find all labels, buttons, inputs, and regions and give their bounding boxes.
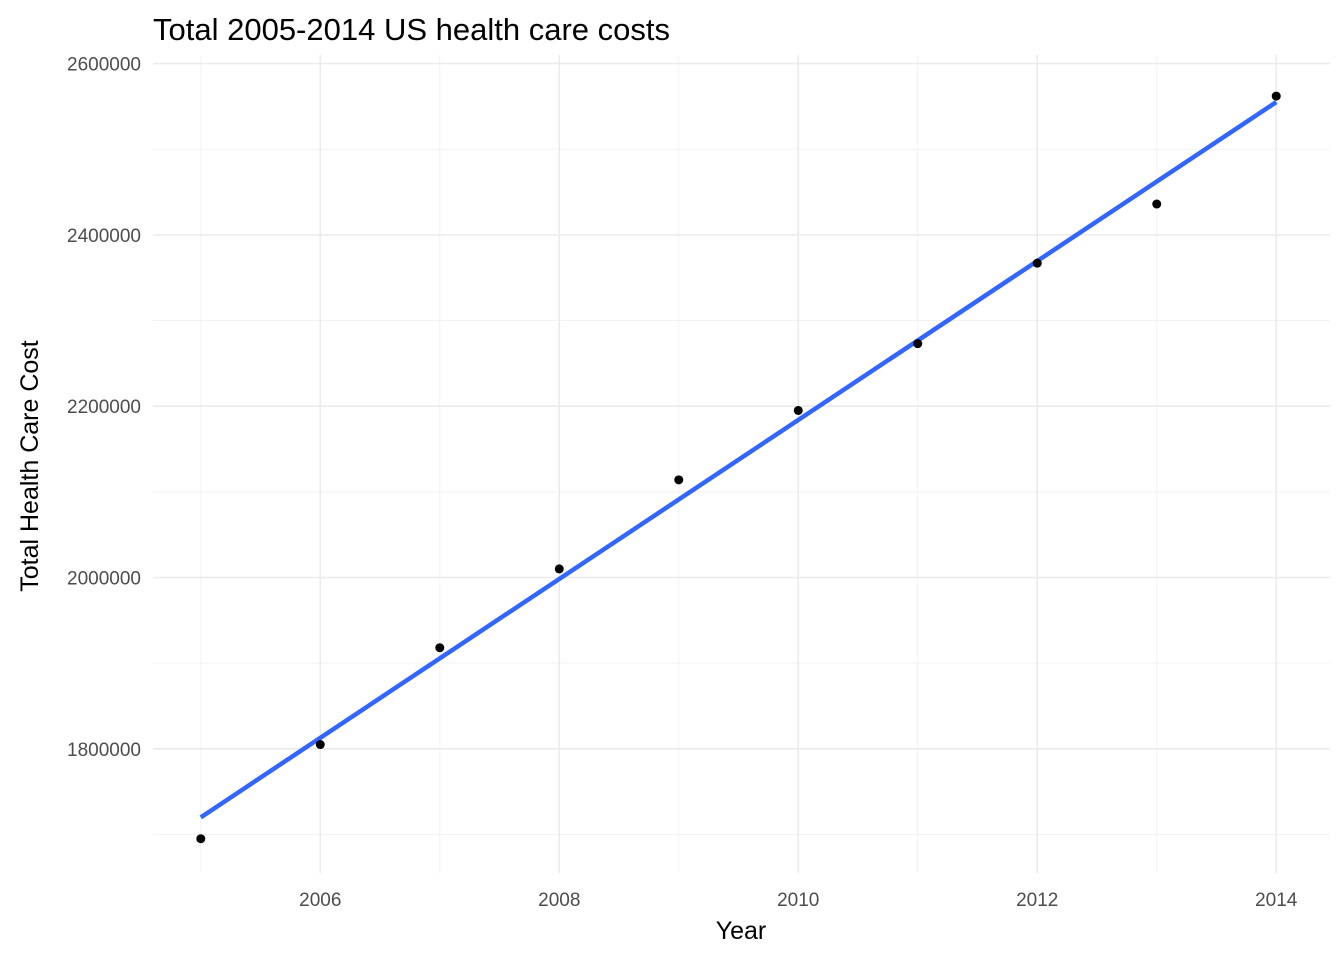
y-tick-label: 2400000 xyxy=(67,226,141,247)
x-axis-title: Year xyxy=(716,917,767,945)
chart-title: Total 2005-2014 US health care costs xyxy=(153,12,670,47)
minor-gridlines xyxy=(153,55,1330,873)
x-tick-labels: 2006 2008 2010 2012 2014 xyxy=(299,890,1298,911)
x-tick-label: 2010 xyxy=(777,890,819,911)
data-point xyxy=(435,643,445,653)
data-point xyxy=(315,740,325,750)
y-axis-title: Total Health Care Cost xyxy=(16,340,44,592)
y-tick-labels: 1800000 2000000 2200000 2400000 2600000 xyxy=(67,55,141,761)
data-point xyxy=(913,339,923,349)
data-point xyxy=(1271,91,1281,101)
y-tick-label: 2600000 xyxy=(67,55,141,76)
major-gridlines xyxy=(153,55,1330,873)
y-tick-label: 2000000 xyxy=(67,568,141,589)
x-tick-label: 2006 xyxy=(299,890,341,911)
data-point xyxy=(1152,199,1162,209)
trend-line xyxy=(199,100,1278,820)
data-point xyxy=(554,564,564,574)
data-point xyxy=(674,475,684,485)
data-point xyxy=(1032,258,1042,268)
y-tick-label: 1800000 xyxy=(67,740,141,761)
y-tick-label: 2200000 xyxy=(67,397,141,418)
x-tick-label: 2012 xyxy=(1016,890,1058,911)
x-tick-label: 2008 xyxy=(538,890,580,911)
trend-line-group xyxy=(199,100,1278,820)
x-tick-label: 2014 xyxy=(1255,890,1298,911)
data-points xyxy=(196,91,1281,844)
data-point xyxy=(793,405,803,415)
data-point xyxy=(196,834,206,844)
